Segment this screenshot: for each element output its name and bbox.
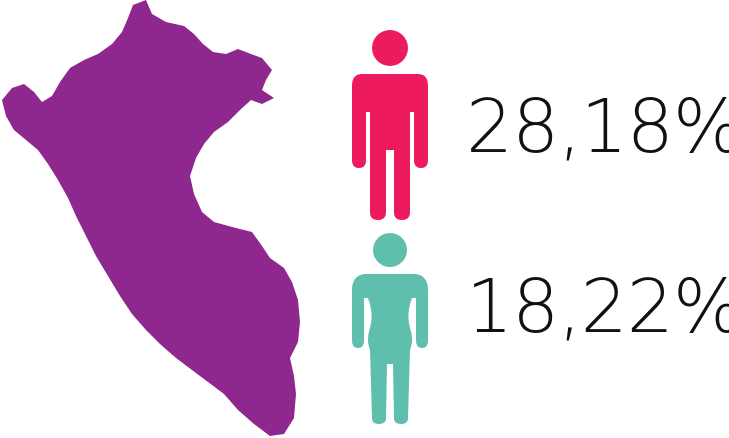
peru-map-shape [2, 0, 300, 436]
man-head [372, 30, 408, 66]
woman-body [352, 274, 428, 424]
peru-map-icon [2, 0, 300, 436]
man-icon [352, 30, 428, 220]
woman-icon [352, 233, 428, 424]
man-body [352, 74, 428, 220]
woman-head [373, 233, 407, 267]
female-percentage: 18,22% [466, 264, 729, 350]
male-percentage: 28,18% [466, 84, 729, 170]
